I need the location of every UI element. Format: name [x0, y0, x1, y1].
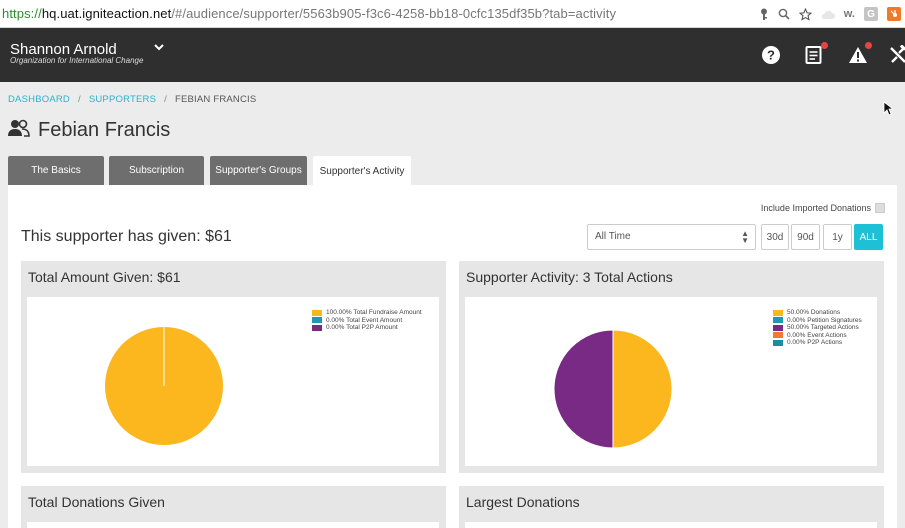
period-select[interactable]: All Time ▲ ▼: [587, 224, 756, 250]
supporter-name: Febian Francis: [38, 119, 171, 141]
svg-text:?: ?: [767, 48, 775, 63]
extension-g-icon[interactable]: G: [864, 7, 878, 21]
total-given-summary: This supporter has given: $61: [21, 228, 232, 245]
include-imported-checkbox[interactable]: [875, 203, 885, 213]
largest-donations-chart: [465, 522, 877, 528]
tab-the-basics[interactable]: The Basics: [8, 156, 104, 185]
total-amount-legend: 100.00% Total Fundraise Amount 0.00% Tot…: [312, 309, 422, 332]
mouse-cursor-icon: [883, 101, 895, 121]
user-name[interactable]: Shannon Arnold: [10, 41, 117, 58]
legend-item: 0.00% Petition Signatures: [773, 317, 862, 325]
tab-subscription[interactable]: Subscription: [109, 156, 204, 185]
legend-label: 0.00% Event Actions: [787, 331, 847, 339]
help-icon[interactable]: ?: [759, 43, 783, 67]
breadcrumb: DASHBOARD / SUPPORTERS / FEBIAN FRANCIS: [8, 94, 256, 105]
supporter-activity-title: Supporter Activity: 3 Total Actions: [466, 269, 673, 285]
extension-hubspot-icon[interactable]: [887, 7, 901, 21]
url-scheme: https://: [2, 6, 42, 21]
legend-item: 0.00% Total P2P Amount: [312, 324, 422, 332]
range-30d-button[interactable]: 30d: [761, 224, 789, 250]
breadcrumb-separator: /: [77, 94, 81, 105]
url-path: /#/audience/supporter/5563b905-f3c6-4258…: [171, 6, 617, 21]
page-title: Febian Francis: [8, 119, 170, 142]
breadcrumb-dashboard[interactable]: DASHBOARD: [8, 94, 70, 105]
warning-notification-dot: [865, 42, 872, 49]
supporter-activity-pie: [553, 329, 673, 449]
legend-item: 50.00% Donations: [773, 309, 862, 317]
legend-swatch: [773, 324, 783, 331]
total-donations-chart: [27, 522, 439, 528]
range-all-button[interactable]: ALL: [854, 224, 883, 250]
notes-notification-dot: [821, 42, 828, 49]
browser-url-bar[interactable]: https://hq.uat.igniteaction.net/#/audien…: [0, 0, 905, 28]
notes-icon[interactable]: [802, 42, 828, 67]
breadcrumb-current: FEBIAN FRANCIS: [174, 94, 257, 105]
tools-icon[interactable]: [886, 43, 905, 67]
tab-supporters-groups[interactable]: Supporter's Groups: [210, 156, 307, 185]
legend-swatch: [773, 309, 783, 316]
legend-swatch: [312, 324, 322, 331]
pie-slice[interactable]: [612, 329, 673, 449]
legend-item: 0.00% Total Event Amount: [312, 317, 422, 325]
supporter-activity-card: Supporter Activity: 3 Total Actions 50.0…: [459, 261, 884, 473]
total-donations-card: Total Donations Given: [21, 486, 446, 528]
key-icon[interactable]: [759, 8, 769, 21]
legend-label: 0.00% Total P2P Amount: [326, 324, 398, 331]
pie-slice[interactable]: [553, 329, 614, 449]
tab-supporters-activity[interactable]: Supporter's Activity: [313, 156, 411, 186]
total-amount-chart: 100.00% Total Fundraise Amount 0.00% Tot…: [27, 297, 439, 466]
range-1y-button[interactable]: 1y: [823, 224, 852, 250]
warning-icon[interactable]: [846, 42, 872, 67]
include-imported-label: Include Imported Donations: [760, 203, 871, 213]
legend-label: 0.00% Petition Signatures: [787, 316, 862, 324]
legend-item: 0.00% Event Actions: [773, 332, 862, 340]
legend-swatch: [773, 332, 783, 339]
legend-item: 100.00% Total Fundraise Amount: [312, 309, 422, 317]
select-arrows-icon: ▲ ▼: [741, 229, 749, 245]
legend-swatch: [773, 339, 783, 346]
extension-cloud-icon[interactable]: [821, 9, 835, 20]
total-amount-title: Total Amount Given: $61: [28, 269, 181, 285]
include-imported-toggle[interactable]: Include Imported Donations: [761, 203, 885, 213]
breadcrumb-supporters[interactable]: SUPPORTERS: [88, 94, 157, 105]
activity-panel: Include Imported Donations This supporte…: [8, 185, 897, 528]
total-amount-pie: [105, 327, 223, 445]
url-host: hq.uat.igniteaction.net: [41, 6, 172, 21]
period-value: All Time: [595, 231, 631, 242]
supporter-activity-legend: 50.00% Donations 0.00% Petition Signatur…: [773, 309, 862, 347]
range-90d-button[interactable]: 90d: [791, 224, 820, 250]
total-donations-title: Total Donations Given: [28, 494, 165, 510]
legend-label: 50.00% Donations: [787, 309, 841, 316]
legend-label: 100.00% Total Fundraise Amount: [326, 309, 422, 316]
url-text[interactable]: https://hq.uat.igniteaction.net/#/audien…: [0, 6, 616, 21]
largest-donations-title: Largest Donations: [466, 494, 580, 510]
app-header: Shannon Arnold Organization for Internat…: [0, 28, 905, 82]
supporter-activity-chart: 50.00% Donations 0.00% Petition Signatur…: [465, 297, 877, 466]
bookmark-star-icon[interactable]: [798, 7, 812, 21]
legend-label: 0.00% Total Event Amount: [326, 316, 403, 324]
org-name: Organization for International Change: [10, 56, 144, 65]
users-icon: [8, 119, 30, 142]
legend-swatch: [773, 317, 783, 324]
legend-item: 50.00% Targeted Actions: [773, 324, 862, 332]
largest-donations-card: Largest Donations: [459, 486, 884, 528]
legend-item: 0.00% P2P Actions: [773, 339, 862, 347]
legend-swatch: [312, 309, 322, 316]
extension-w-icon[interactable]: w.: [843, 8, 855, 20]
zoom-icon[interactable]: [778, 8, 790, 20]
legend-label: 0.00% P2P Actions: [787, 339, 843, 346]
legend-swatch: [312, 317, 322, 324]
total-amount-card: Total Amount Given: $61 100.00% Total Fu…: [21, 261, 446, 473]
chevron-down-icon[interactable]: [153, 40, 165, 52]
legend-label: 50.00% Targeted Actions: [787, 324, 859, 331]
breadcrumb-separator: /: [164, 94, 167, 105]
